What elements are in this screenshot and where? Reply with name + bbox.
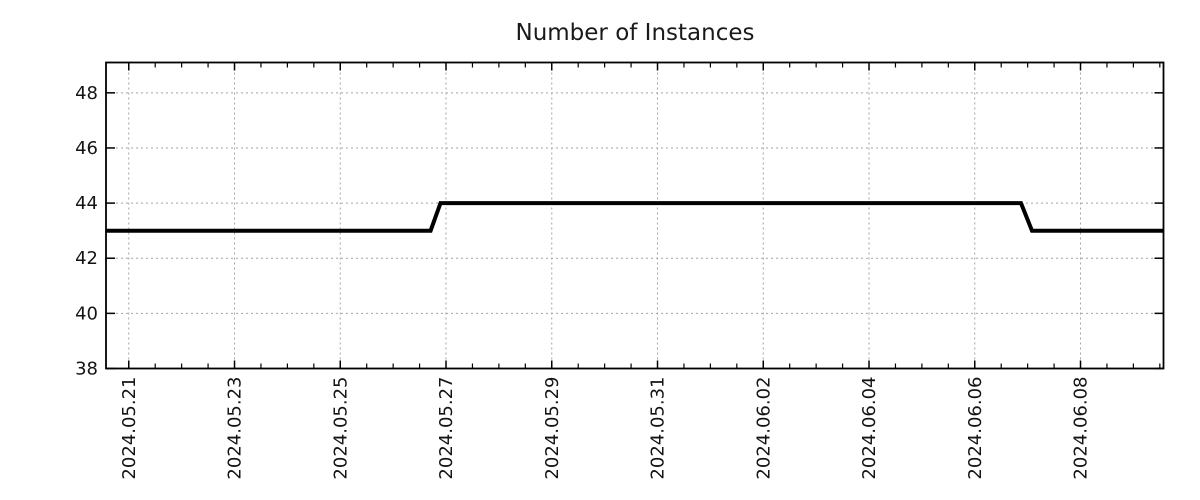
y-tick-label: 40 [75, 303, 98, 324]
plot-border [105, 61, 1165, 370]
x-tick-label: 2024.05.31 [648, 377, 669, 480]
x-tick-label: 2024.05.21 [119, 377, 140, 480]
x-tick-label: 2024.05.29 [542, 377, 563, 480]
y-tick-label: 44 [75, 193, 98, 214]
x-tick-label: 2024.06.06 [965, 377, 986, 480]
x-tick-label: 2024.05.25 [330, 377, 351, 480]
y-tick-label: 46 [75, 138, 98, 159]
y-tick-label: 38 [75, 359, 98, 380]
y-tick-label: 48 [75, 83, 98, 104]
x-tick-label: 2024.05.23 [225, 377, 246, 480]
series-line [106, 201, 1164, 233]
chart-title: Number of Instances [516, 20, 755, 46]
plot-area: 38 40 42 44 46 48 2024.05.21 2024.05.23 2024.05.… [75, 61, 1165, 480]
x-tick-label: 2024.06.02 [753, 377, 774, 480]
y-tick-label: 42 [75, 248, 98, 269]
x-tick-label: 2024.06.04 [859, 377, 880, 480]
x-tick-label: 2024.05.27 [436, 377, 457, 480]
x-tick-label: 2024.06.08 [1071, 377, 1092, 480]
